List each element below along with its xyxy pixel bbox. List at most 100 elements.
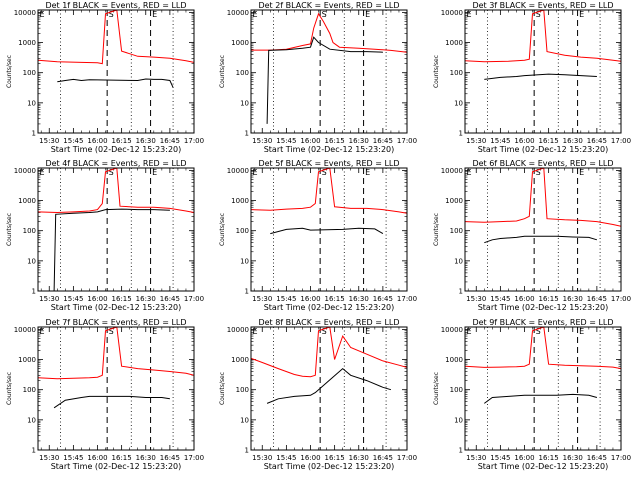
y-tick-label: 1000 [231, 197, 249, 205]
plot-frame [250, 9, 408, 134]
y-tick-label: 10 [454, 257, 463, 265]
series-group [251, 327, 407, 404]
marker-label: S [322, 168, 327, 177]
y-axis-label: Counts/sec [219, 55, 226, 88]
y-tick-label: 100 [450, 386, 463, 394]
detector-panel: Det 1f BLACK = Events, RED = LLD Counts/s… [6, 1, 204, 154]
chart-title: Det 1f BLACK = Events, RED = LLD [45, 1, 186, 10]
x-tick-label: 16:30 [136, 137, 156, 145]
x-tick-label: 15:45 [276, 137, 296, 145]
detector-panel: Det 2f BLACK = Events, RED = LLD Counts/s… [219, 1, 417, 154]
x-tick-label: 17:00 [184, 454, 204, 462]
y-tick-label: 1000 [231, 39, 249, 47]
detector-panel: Det 9f BLACK = Events, RED = LLD Counts/s… [433, 318, 631, 471]
marker-label: S [536, 327, 541, 336]
y-tick-label: 1 [245, 288, 249, 296]
y-tick-label: 100 [23, 386, 36, 394]
chart-title: Det 8f BLACK = Events, RED = LLD [258, 318, 399, 327]
x-tick-label: 16:45 [373, 295, 393, 303]
x-tick-label: 17:00 [611, 454, 631, 462]
marker-label: E [40, 327, 45, 336]
y-tick-label: 1000 [445, 39, 463, 47]
plot-frame [37, 326, 195, 451]
x-tick-label: 16:30 [136, 295, 156, 303]
y-tick-label: 10 [240, 416, 249, 424]
detector-panel: Det 7f BLACK = Events, RED = LLD Counts/s… [6, 318, 204, 471]
x-tick-label: 17:00 [397, 137, 417, 145]
x-tick-label: 16:45 [160, 454, 180, 462]
x-tick-label: 17:00 [611, 295, 631, 303]
lld-series-line [465, 10, 621, 63]
marker-label: E [40, 168, 45, 177]
marker-label: E [579, 10, 584, 19]
x-tick-label: 17:00 [611, 137, 631, 145]
x-axis-label: Start Time (02-Dec-12 15:23:20) [51, 462, 182, 471]
marker-label: E [152, 168, 157, 177]
chart-title: Det 5f BLACK = Events, RED = LLD [258, 159, 399, 168]
y-tick-label: 10000 [227, 9, 249, 17]
plot-frame [250, 167, 408, 292]
marker-label: E [365, 327, 370, 336]
y-tick-label: 100 [236, 386, 249, 394]
x-tick-label: 15:45 [490, 137, 510, 145]
plot-frame [464, 9, 622, 134]
lld-series-line [465, 168, 621, 227]
y-tick-label: 10 [454, 416, 463, 424]
plot-frame [37, 167, 195, 292]
x-tick-label: 16:15 [112, 454, 132, 462]
x-tick-label: 16:00 [87, 137, 107, 145]
events-series-line [266, 36, 383, 124]
x-tick-label: 16:45 [587, 137, 607, 145]
events-series-line [266, 367, 392, 404]
x-tick-label: 15:30 [252, 454, 272, 462]
y-tick-label: 1 [459, 130, 463, 138]
x-tick-label: 16:15 [539, 295, 559, 303]
lld-series-line [465, 327, 621, 370]
marker-label: E [467, 10, 472, 19]
chart-title: Det 6f BLACK = Events, RED = LLD [472, 159, 613, 168]
x-tick-label: 15:45 [490, 454, 510, 462]
x-tick-label: 16:30 [349, 295, 369, 303]
x-tick-label: 16:15 [112, 295, 132, 303]
detector-panel: Det 3f BLACK = Events, RED = LLD Counts/s… [433, 1, 631, 154]
y-tick-label: 10 [454, 99, 463, 107]
lld-series-line [251, 327, 407, 378]
chart-title: Det 3f BLACK = Events, RED = LLD [472, 1, 613, 10]
events-series-line [484, 73, 597, 80]
series-group [38, 10, 194, 88]
lld-series-line [38, 327, 194, 380]
plot-frame [250, 326, 408, 451]
series-group [465, 327, 621, 404]
x-tick-label: 16:45 [587, 295, 607, 303]
x-tick-label: 15:45 [276, 295, 296, 303]
x-tick-label: 16:30 [136, 454, 156, 462]
marker-label: E [365, 168, 370, 177]
y-tick-label: 100 [450, 227, 463, 235]
x-tick-label: 16:30 [349, 454, 369, 462]
x-tick-label: 15:30 [39, 137, 59, 145]
y-axis-label: Counts/sec [6, 372, 13, 405]
y-tick-label: 10 [27, 416, 36, 424]
y-tick-label: 1000 [18, 197, 36, 205]
x-axis-label: Start Time (02-Dec-12 15:23:20) [264, 462, 395, 471]
detector-panel: Det 6f BLACK = Events, RED = LLD Counts/s… [433, 159, 631, 312]
marker-label: E [152, 10, 157, 19]
y-tick-label: 10 [240, 257, 249, 265]
y-tick-label: 1 [245, 447, 249, 455]
y-tick-label: 10 [27, 99, 36, 107]
plot-frame [464, 326, 622, 451]
series-group [251, 168, 407, 235]
y-tick-label: 10000 [227, 326, 249, 334]
y-tick-label: 10 [240, 99, 249, 107]
y-tick-label: 10000 [14, 9, 36, 17]
x-tick-label: 16:00 [300, 454, 320, 462]
y-axis-label: Counts/sec [433, 372, 440, 405]
x-tick-label: 16:00 [87, 295, 107, 303]
y-axis-label: Counts/sec [433, 55, 440, 88]
x-tick-label: 16:15 [325, 137, 345, 145]
x-axis-label: Start Time (02-Dec-12 15:23:20) [264, 145, 395, 154]
marker-label: E [467, 327, 472, 336]
chart-title: Det 9f BLACK = Events, RED = LLD [472, 318, 613, 327]
marker-label: E [467, 168, 472, 177]
